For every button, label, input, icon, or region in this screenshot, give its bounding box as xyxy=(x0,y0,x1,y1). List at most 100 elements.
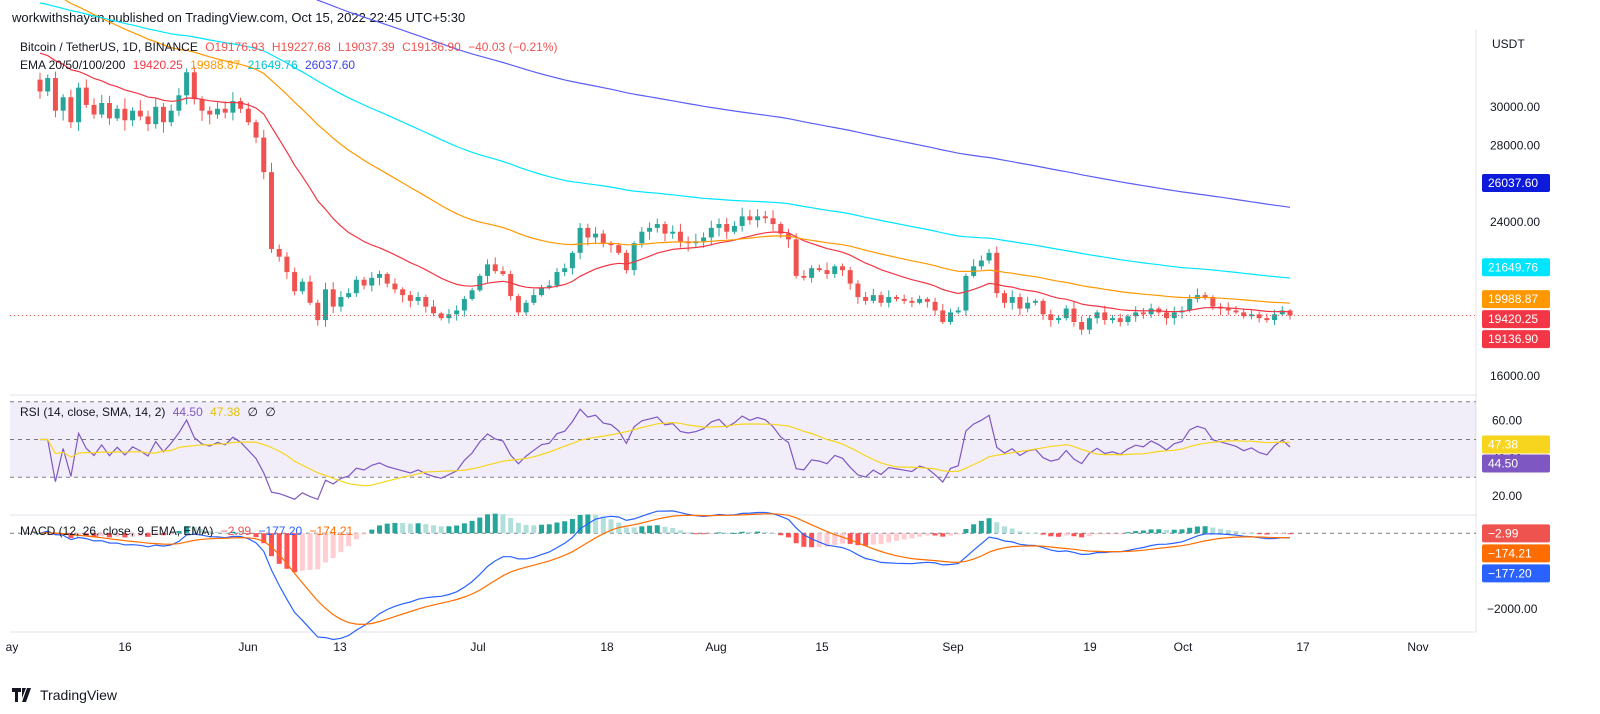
candle-body xyxy=(986,252,992,261)
candle-body xyxy=(122,108,128,121)
macd-hist-bar xyxy=(199,529,205,534)
macd-hist-bar xyxy=(353,533,359,540)
macd-hist-bar xyxy=(160,533,166,536)
macd-hist-bar xyxy=(423,524,429,534)
price-legend: Bitcoin / TetherUS, 1D, BINANCE O19176.9… xyxy=(20,40,562,54)
macd-hist-bar xyxy=(608,519,614,534)
macd-hist-bar xyxy=(1117,533,1123,535)
footer-brand[interactable]: TradingView xyxy=(40,687,118,703)
macd-hist-bar xyxy=(816,533,822,548)
candle-body xyxy=(485,264,491,276)
macd-hist-bar xyxy=(1071,533,1077,537)
candle-body xyxy=(1040,300,1046,315)
candle-body xyxy=(1002,293,1008,303)
macd-hist-bar xyxy=(515,522,521,534)
candle-body xyxy=(377,273,383,278)
macd-hist-bar xyxy=(1110,533,1116,535)
ema-label[interactable]: EMA 20/50/100/200 xyxy=(20,58,126,72)
candle-body xyxy=(1071,308,1077,322)
price-tag xyxy=(1482,173,1550,192)
candle-body xyxy=(1256,314,1262,319)
ema-legend: EMA 20/50/100/200 19420.25 19988.87 2164… xyxy=(20,58,359,72)
price-tag xyxy=(1482,524,1550,543)
ema20-value: 19420.25 xyxy=(132,58,183,72)
macd-tick-label: −2000.00 xyxy=(1487,602,1538,616)
macd-hist-bar xyxy=(662,526,668,534)
candle-body xyxy=(438,313,444,319)
open-value: O19176.93 xyxy=(205,40,265,54)
macd-hist-bar xyxy=(1125,532,1131,534)
candle-body xyxy=(585,227,591,238)
candle-body xyxy=(562,268,568,273)
macd-hist-bar xyxy=(824,533,830,547)
macd-hist-bar xyxy=(191,526,197,534)
macd-hist-bar xyxy=(832,533,838,545)
macd-hist-bar xyxy=(214,531,220,534)
candle-body xyxy=(639,231,645,244)
candle-body xyxy=(863,297,869,301)
candle-body xyxy=(1279,310,1285,315)
macd-hist-bar xyxy=(924,533,930,536)
macd-hist-bar xyxy=(755,531,761,534)
macd-hist-bar xyxy=(793,533,799,544)
candle-body xyxy=(1086,318,1092,330)
macd-hist-bar xyxy=(1025,532,1031,534)
macd-hist-bar xyxy=(1287,533,1293,535)
candle-body xyxy=(1017,297,1023,309)
rsi-label[interactable]: RSI (14, close, SMA, 14, 2) xyxy=(20,405,166,419)
candle-body xyxy=(1048,314,1054,321)
macd-hist-bar xyxy=(1032,532,1038,534)
candle-body xyxy=(160,106,166,123)
candle-body xyxy=(546,285,552,288)
candle-body xyxy=(600,233,606,244)
macd-hist-bar xyxy=(500,514,506,534)
candle-body xyxy=(955,310,961,313)
macd-legend: MACD (12, 26, close, 9, EMA, EMA) −2.99 … xyxy=(20,524,357,538)
macd-hist-bar xyxy=(801,533,807,547)
candle-body xyxy=(1094,312,1100,319)
candle-body xyxy=(276,249,282,257)
candle-body xyxy=(361,279,367,286)
macd-label[interactable]: MACD (12, 26, close, 9, EMA, EMA) xyxy=(20,524,214,538)
price-tick-label: 30000.00 xyxy=(1490,100,1540,114)
candle-body xyxy=(1148,308,1154,315)
candle-body xyxy=(593,233,599,238)
rsi-empty-2: ∅ xyxy=(265,405,276,419)
candle-body xyxy=(577,227,583,253)
macd-hist-bar xyxy=(307,533,313,571)
candle-body xyxy=(431,306,437,314)
candle-body xyxy=(1187,298,1193,311)
symbol-title[interactable]: Bitcoin / TetherUS, 1D, BINANCE xyxy=(20,40,198,54)
candle-body xyxy=(924,298,930,302)
ema20-line xyxy=(39,52,1291,313)
macd-hist-bar xyxy=(52,533,58,535)
macd-hist-bar xyxy=(1241,532,1247,534)
macd-hist-bar xyxy=(37,533,43,535)
macd-hist-bar xyxy=(114,533,120,537)
macd-hist-bar xyxy=(392,522,398,534)
ema200-line xyxy=(315,0,1291,208)
macd-hist-bar xyxy=(415,523,421,534)
candle-body xyxy=(222,108,228,113)
candle-body xyxy=(477,275,483,291)
time-tick-label: Sep xyxy=(942,640,964,654)
rsi-tick-label: 60.00 xyxy=(1492,414,1522,428)
candle-body xyxy=(870,295,876,301)
macd-hist-bar xyxy=(261,533,267,544)
macd-signal-value: −174.21 xyxy=(309,524,354,538)
macd-hist-bar xyxy=(569,518,575,534)
candle-body xyxy=(662,224,668,234)
macd-hist-bar xyxy=(839,533,845,544)
candle-body xyxy=(832,266,838,274)
rsi-legend: RSI (14, close, SMA, 14, 2) 44.50 47.38 … xyxy=(20,405,280,419)
time-tick-label: 16 xyxy=(118,640,132,654)
low-value: L19037.39 xyxy=(337,40,395,54)
candle-body xyxy=(878,295,884,303)
macd-hist-bar xyxy=(207,531,213,534)
candle-body xyxy=(137,110,143,117)
candle-body xyxy=(708,227,714,238)
macd-hist-bar xyxy=(994,522,1000,534)
candle-body xyxy=(423,297,429,307)
macd-hist-bar xyxy=(438,526,444,534)
